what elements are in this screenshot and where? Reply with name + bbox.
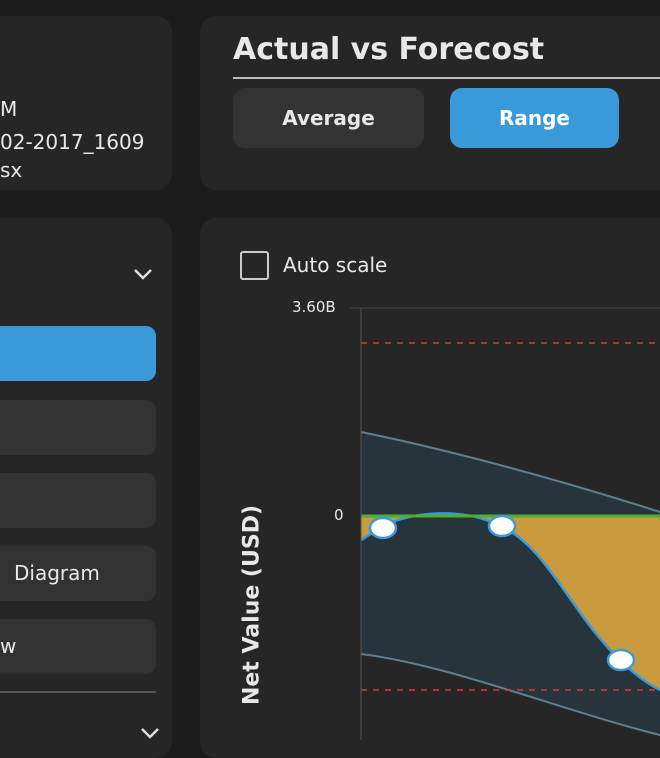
chart-plot <box>350 307 660 740</box>
nav-item[interactable] <box>0 546 156 601</box>
file-line: 02-2017_1609 <box>0 130 145 154</box>
page: M 02-2017_1609 sx Actual vs Forecost Ave… <box>0 16 660 740</box>
chevron[interactable] <box>139 726 161 740</box>
title-underline <box>233 77 660 79</box>
nav-label: Diagram <box>14 561 100 585</box>
file-line: M <box>0 97 18 121</box>
divider <box>0 691 156 693</box>
nav-item[interactable] <box>0 473 156 528</box>
y-tick-label: 3.60B <box>292 298 336 316</box>
range-button[interactable]: Range <box>450 88 619 148</box>
nav-label: w <box>0 634 17 658</box>
checkbox-label: Auto scale <box>283 253 388 277</box>
nav-item[interactable] <box>0 619 156 674</box>
file-line: sx <box>0 158 23 182</box>
y-tick-label: 0 <box>334 506 344 524</box>
file-panel <box>0 16 172 190</box>
auto-scale-checkbox[interactable] <box>240 251 269 280</box>
title: Actual vs Forecost <box>233 32 545 67</box>
chevron[interactable] <box>132 266 154 282</box>
average-button[interactable]: Average <box>233 88 424 148</box>
nav-item-active[interactable] <box>0 326 156 381</box>
nav-item[interactable] <box>0 400 156 455</box>
